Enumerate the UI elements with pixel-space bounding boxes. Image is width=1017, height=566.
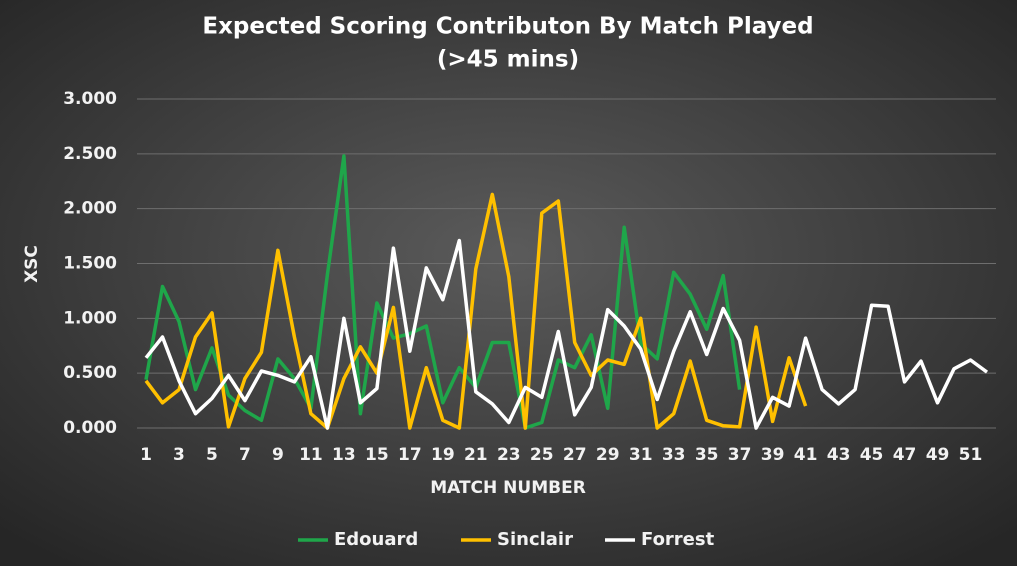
x-tick-label: 39 — [761, 445, 785, 465]
x-tick-label: 27 — [563, 445, 587, 465]
x-tick-label: 1 — [140, 445, 152, 465]
y-tick-label: 1.500 — [63, 254, 117, 274]
x-tick-label: 15 — [365, 445, 389, 465]
series-line — [144, 154, 742, 430]
chart-title: Expected Scoring Contributon By Match Pl… — [202, 14, 813, 40]
y-tick-label: 2.000 — [63, 199, 117, 219]
x-axis-title: MATCH NUMBER — [430, 478, 586, 498]
x-tick-label: 11 — [299, 445, 323, 465]
x-tick-label: 49 — [926, 445, 950, 465]
x-tick-label: 31 — [629, 445, 653, 465]
legend-label: Edouard — [334, 529, 418, 550]
y-axis-title: XSC — [22, 245, 42, 283]
x-tick-label: 3 — [173, 445, 185, 465]
series-line — [144, 238, 989, 430]
x-tick-label: 33 — [662, 445, 686, 465]
y-tick-label: 3.000 — [63, 89, 117, 109]
x-tick-label: 21 — [464, 445, 488, 465]
x-tick-label: 19 — [431, 445, 455, 465]
y-tick-label: 1.000 — [63, 308, 117, 328]
chart-subtitle: (>45 mins) — [437, 47, 579, 73]
x-tick-label: 37 — [728, 445, 752, 465]
x-tick-label: 17 — [398, 445, 422, 465]
lines — [144, 154, 989, 430]
x-tick-label: 43 — [827, 445, 851, 465]
legend-label: Forrest — [641, 529, 715, 550]
x-tick-label: 25 — [530, 445, 554, 465]
x-tick-label: 13 — [332, 445, 356, 465]
x-tick-label: 45 — [860, 445, 884, 465]
x-tick-label: 41 — [794, 445, 818, 465]
y-tick-label: 0.500 — [63, 363, 117, 383]
x-tick-label: 29 — [596, 445, 620, 465]
series-line — [144, 192, 808, 430]
x-tick-label: 5 — [206, 445, 218, 465]
x-tick-label: 47 — [893, 445, 917, 465]
x-tick-label: 7 — [239, 445, 251, 465]
x-tick-label: 51 — [959, 445, 983, 465]
y-tick-label: 0.000 — [63, 418, 117, 438]
legend-label: Sinclair — [497, 529, 573, 550]
y-tick-label: 2.500 — [63, 144, 117, 164]
x-tick-label: 23 — [497, 445, 521, 465]
legend: Edouard Sinclair Forrest — [298, 529, 715, 550]
x-tick-label: 9 — [272, 445, 284, 465]
x-tick-label: 35 — [695, 445, 719, 465]
